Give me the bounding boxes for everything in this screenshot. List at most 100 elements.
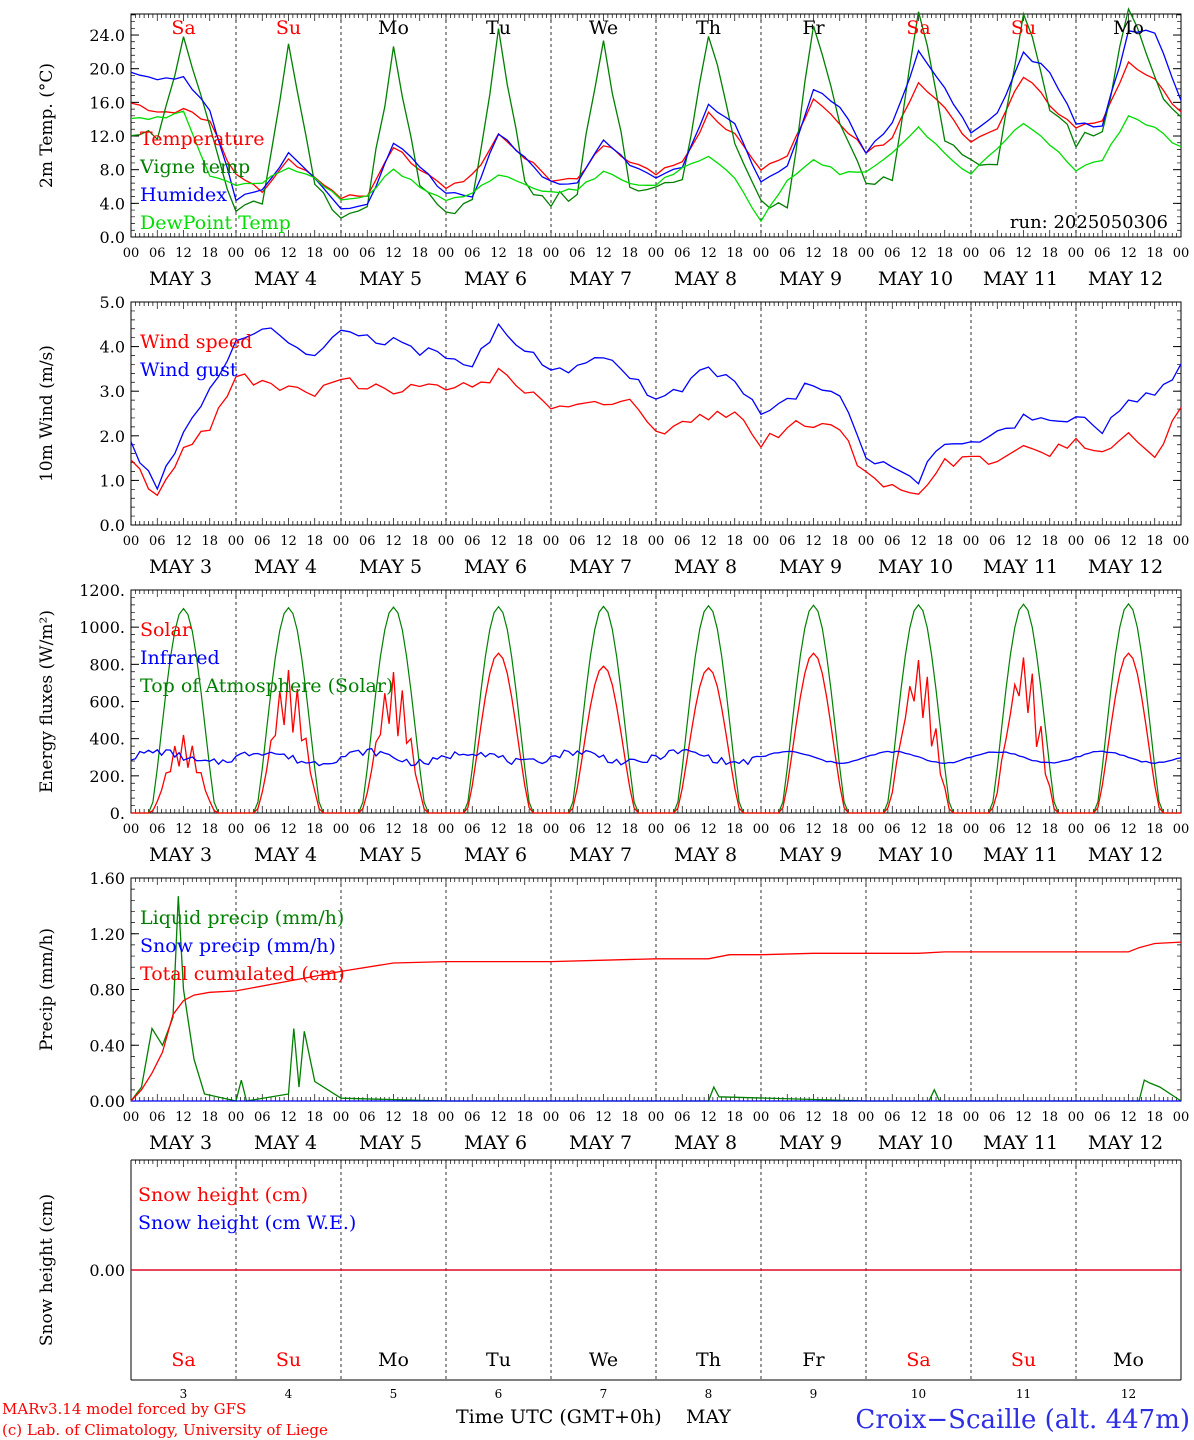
hour-tick-label: 06 [674, 1110, 691, 1125]
hour-tick-label: 06 [569, 246, 586, 261]
hour-tick-label: 06 [359, 246, 376, 261]
plot-frame [130, 589, 1182, 814]
weekday-label: Mo [378, 1349, 409, 1371]
hour-tick-label: 12 [595, 246, 612, 261]
y-tick-label: 1000. [79, 618, 125, 637]
hour-tick-label: 06 [464, 246, 481, 261]
weekday-label: Su [1011, 1349, 1036, 1371]
hour-tick-label: 18 [201, 822, 218, 837]
hour-tick-label: 12 [595, 822, 612, 837]
hour-tick-label: 06 [989, 1110, 1006, 1125]
hour-tick-label: 00 [1068, 822, 1085, 837]
hour-tick-label: 12 [910, 1110, 927, 1125]
hour-tick-label: 00 [333, 1110, 350, 1125]
hour-tick-label: 00 [1173, 822, 1190, 837]
hour-tick-label: 18 [1146, 822, 1163, 837]
legend-entry: Snow height (cm) [138, 1184, 308, 1206]
hour-tick-label: 06 [149, 822, 166, 837]
date-label: MAY 10 [878, 844, 953, 866]
hour-tick-label: 12 [490, 534, 507, 549]
hour-tick-label: 00 [543, 1110, 560, 1125]
y-tick-label: 200. [89, 767, 125, 786]
y-minor-ticks [131, 301, 1181, 526]
hour-tick-label: 06 [779, 246, 796, 261]
date-label: MAY 11 [983, 556, 1058, 578]
date-label: MAY 4 [254, 1132, 317, 1154]
hour-tick-label: 06 [779, 1110, 796, 1125]
y-tick-label: 0.80 [89, 981, 125, 1000]
hour-tick-label: 18 [621, 822, 638, 837]
y-tick-label: 4.0 [100, 194, 125, 213]
date-label: MAY 9 [779, 268, 842, 290]
hour-tick-label: 12 [1015, 534, 1032, 549]
hour-tick-label: 12 [385, 534, 402, 549]
date-label: MAY 3 [149, 1132, 212, 1154]
lab-credit: (c) Lab. of Climatology, University of L… [2, 1421, 328, 1439]
y-tick-label: 600. [89, 693, 125, 712]
hour-tick-label: 06 [884, 246, 901, 261]
hour-tick-label: 00 [123, 534, 140, 549]
hour-tick-label: 06 [674, 534, 691, 549]
hour-tick-label: 00 [438, 822, 455, 837]
day-number-label: 9 [810, 1387, 818, 1401]
y-tick-label: 800. [89, 655, 125, 674]
day-number-label: 6 [495, 1387, 503, 1401]
hour-tick-label: 18 [201, 534, 218, 549]
hour-tick-label: 06 [569, 534, 586, 549]
hour-tick-label: 12 [280, 822, 297, 837]
date-label: MAY 12 [1088, 268, 1163, 290]
time-ticks [130, 302, 1182, 525]
y-axis-label: 10m Wind (m/s) [37, 345, 57, 482]
hour-tick-label: 00 [753, 822, 770, 837]
hour-tick-label: 12 [805, 822, 822, 837]
date-label: MAY 8 [674, 556, 737, 578]
date-label: MAY 4 [254, 556, 317, 578]
hour-tick-label: 00 [1173, 534, 1190, 549]
hour-tick-label: 06 [254, 1110, 271, 1125]
y-tick-label: 12.0 [89, 127, 125, 146]
hour-tick-label: 06 [569, 822, 586, 837]
hour-tick-label: 18 [1146, 246, 1163, 261]
y-tick-label: 0.40 [89, 1036, 125, 1055]
hour-tick-label: 12 [700, 822, 717, 837]
panel-4: 0.00 0.40 0.80 1.20 1.60 Precip (mm/h) Liquid … [37, 869, 1182, 1111]
weekday-label: We [589, 1349, 618, 1371]
run-label: run: 2025050306 [1010, 212, 1168, 233]
hour-tick-label: 06 [569, 1110, 586, 1125]
y-tick-label: 0.0 [100, 228, 125, 247]
panel-1: 0.0 4.0 8.0 12.0 16.0 20.0 24.0 2m Temp. (°C) Te… [37, 7, 1182, 247]
day-number-label: 8 [705, 1387, 713, 1401]
hour-tick-label: 00 [648, 822, 665, 837]
date-label: MAY 11 [983, 1132, 1058, 1154]
series-total-cumulated [130, 941, 1182, 1102]
hour-tick-label: 06 [464, 534, 481, 549]
y-tick-label: 1200. [79, 581, 125, 600]
legend-entry: Solar [140, 619, 192, 641]
hour-tick-label: 12 [700, 246, 717, 261]
legend-entry: Snow precip (mm/h) [140, 935, 336, 957]
hour-tick-label: 12 [1120, 534, 1137, 549]
weekday-label: Sa [906, 17, 930, 39]
y-axis-label: Snow height (cm) [37, 1194, 57, 1346]
hour-tick-label: 12 [385, 1110, 402, 1125]
hour-tick-label: 12 [385, 822, 402, 837]
hour-tick-label: 12 [1015, 822, 1032, 837]
hour-tick-label: 06 [1094, 1110, 1111, 1125]
hour-tick-label: 12 [175, 246, 192, 261]
hour-tick-label: 12 [910, 246, 927, 261]
hour-tick-label: 06 [149, 1110, 166, 1125]
date-label: MAY 3 [149, 556, 212, 578]
hour-tick-label: 12 [805, 246, 822, 261]
weekday-label: Tu [486, 1349, 511, 1371]
series-infrared [130, 747, 1182, 767]
date-label: MAY 7 [569, 556, 632, 578]
hour-tick-label: 12 [700, 534, 717, 549]
date-label: MAY 4 [254, 844, 317, 866]
legend-entry: DewPoint Temp [140, 212, 291, 234]
date-label: MAY 7 [569, 844, 632, 866]
hour-tick-label: 18 [516, 246, 533, 261]
x-axis-label: Time UTC (GMT+0h) [456, 1406, 662, 1428]
hour-tick-label: 12 [805, 534, 822, 549]
hour-tick-label: 18 [306, 1110, 323, 1125]
